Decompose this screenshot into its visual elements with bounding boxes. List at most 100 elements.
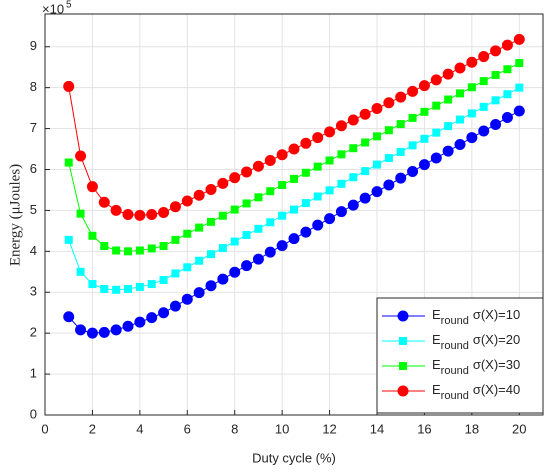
marker bbox=[288, 233, 300, 245]
marker bbox=[100, 284, 109, 293]
marker bbox=[408, 141, 417, 150]
marker bbox=[264, 246, 276, 258]
marker bbox=[395, 172, 407, 184]
marker bbox=[229, 266, 241, 278]
marker bbox=[456, 89, 464, 98]
marker bbox=[466, 56, 478, 68]
legend-label: Eround σ(X)=30 bbox=[432, 357, 520, 376]
marker bbox=[515, 59, 524, 68]
marker bbox=[349, 173, 358, 182]
marker bbox=[88, 280, 97, 289]
marker bbox=[324, 126, 336, 138]
marker bbox=[478, 51, 490, 63]
y-tick-label: 0 bbox=[30, 406, 37, 421]
marker bbox=[384, 126, 393, 135]
y-axis-label: Energy (μJoules) bbox=[7, 164, 23, 266]
legend-label: Eround σ(X)=20 bbox=[432, 332, 520, 351]
marker bbox=[124, 284, 132, 293]
series-line bbox=[68, 62, 520, 252]
marker bbox=[300, 137, 312, 149]
marker bbox=[158, 307, 170, 319]
marker bbox=[407, 166, 419, 178]
x-tick-label: 2 bbox=[89, 421, 96, 436]
marker bbox=[266, 187, 275, 196]
x-tick-label: 16 bbox=[417, 421, 431, 436]
x-tick-label: 8 bbox=[231, 421, 238, 436]
marker bbox=[478, 125, 490, 137]
marker bbox=[63, 80, 75, 92]
marker bbox=[349, 144, 358, 153]
y-multiplier: ×10 bbox=[42, 1, 64, 16]
marker bbox=[205, 280, 217, 292]
marker bbox=[195, 256, 204, 265]
marker bbox=[147, 280, 156, 289]
marker bbox=[193, 189, 205, 201]
marker bbox=[491, 96, 500, 105]
marker bbox=[456, 115, 464, 124]
marker bbox=[193, 287, 205, 299]
marker bbox=[347, 114, 359, 126]
marker bbox=[373, 160, 381, 169]
y-tick-label: 4 bbox=[30, 243, 37, 258]
marker bbox=[242, 230, 251, 239]
marker bbox=[491, 70, 500, 79]
marker bbox=[112, 285, 121, 294]
marker bbox=[112, 246, 121, 255]
marker bbox=[278, 211, 287, 220]
marker bbox=[181, 293, 193, 305]
marker bbox=[324, 213, 336, 225]
y-tick-label: 2 bbox=[30, 325, 37, 340]
marker bbox=[420, 107, 429, 116]
marker bbox=[252, 160, 264, 172]
marker bbox=[64, 158, 73, 167]
marker bbox=[503, 65, 512, 74]
marker bbox=[313, 162, 322, 171]
marker bbox=[444, 122, 453, 131]
legend-subscript: round bbox=[441, 340, 469, 352]
marker bbox=[146, 209, 158, 220]
marker bbox=[432, 128, 441, 137]
marker bbox=[183, 263, 192, 272]
legend-subscript: round bbox=[441, 315, 469, 327]
marker bbox=[420, 134, 429, 143]
marker bbox=[183, 229, 192, 238]
marker bbox=[229, 172, 241, 184]
marker bbox=[254, 193, 263, 202]
legend-subscript: round bbox=[441, 390, 469, 402]
marker bbox=[454, 62, 466, 74]
marker bbox=[399, 337, 407, 345]
marker bbox=[490, 45, 502, 57]
marker bbox=[241, 260, 253, 272]
marker bbox=[124, 247, 132, 256]
marker bbox=[373, 132, 381, 141]
y-tick-label: 7 bbox=[30, 120, 37, 135]
marker bbox=[135, 246, 144, 255]
marker bbox=[169, 300, 181, 312]
legend-name: σ(X)=40 bbox=[473, 382, 520, 397]
marker bbox=[207, 217, 215, 226]
marker bbox=[383, 179, 395, 191]
marker bbox=[135, 282, 144, 291]
legend-subscript: round bbox=[441, 365, 469, 377]
marker bbox=[501, 112, 513, 124]
marker bbox=[399, 362, 407, 370]
marker bbox=[195, 223, 204, 232]
marker bbox=[158, 206, 170, 218]
x-tick-label: 6 bbox=[184, 421, 191, 436]
marker bbox=[361, 138, 370, 147]
marker bbox=[515, 83, 524, 92]
marker bbox=[513, 105, 525, 117]
marker bbox=[397, 310, 409, 322]
marker bbox=[503, 90, 512, 99]
marker bbox=[290, 205, 298, 214]
legend-label: Eround σ(X)=10 bbox=[432, 307, 520, 326]
marker bbox=[134, 316, 146, 328]
y-multiplier-exponent: 5 bbox=[66, 0, 72, 11]
marker bbox=[359, 192, 371, 204]
marker bbox=[313, 192, 322, 201]
legend-prefix: E bbox=[432, 357, 441, 372]
marker bbox=[98, 326, 110, 338]
marker bbox=[347, 199, 359, 211]
marker bbox=[266, 218, 275, 227]
